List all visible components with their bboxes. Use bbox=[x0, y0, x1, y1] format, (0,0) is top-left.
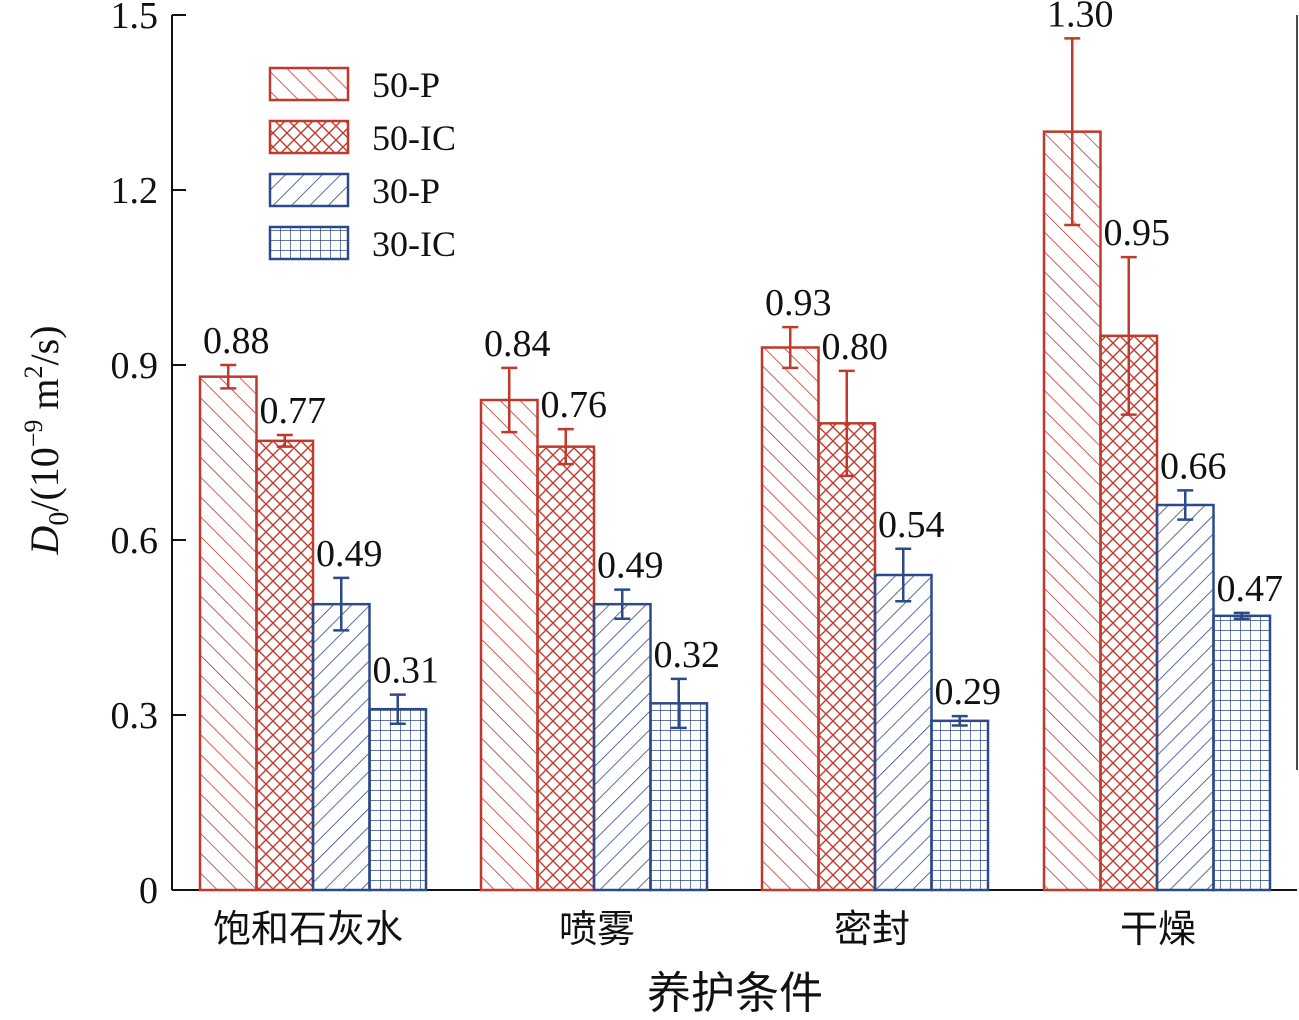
data-label: 0.31 bbox=[373, 650, 440, 692]
legend-swatch bbox=[268, 119, 350, 155]
y-tick-label: 1.5 bbox=[111, 0, 159, 37]
data-label: 0.32 bbox=[654, 634, 721, 676]
y-tick-label: 0 bbox=[139, 870, 158, 912]
legend: 50-P 50-IC 30-P 30-IC bbox=[268, 65, 456, 264]
bar bbox=[930, 719, 990, 892]
bar bbox=[1042, 130, 1102, 892]
bar bbox=[368, 707, 428, 892]
bar bbox=[255, 439, 315, 892]
y-tick-label: 0.9 bbox=[111, 345, 159, 387]
bar bbox=[649, 702, 709, 892]
data-label: 0.77 bbox=[260, 390, 327, 432]
plot-area: 0 0.3 0.6 0.9 1.2 1.5 饱和石灰水 喷雾 密封 干燥 0.88 0.84 0.93 1… bbox=[111, 0, 1298, 951]
legend-swatch bbox=[268, 172, 350, 208]
bar bbox=[1155, 503, 1215, 892]
category-label: 喷雾 bbox=[559, 907, 635, 951]
data-label: 0.95 bbox=[1104, 212, 1171, 254]
bar bbox=[311, 602, 371, 892]
legend-label: 50-IC bbox=[372, 118, 456, 158]
y-tick-label: 0.3 bbox=[111, 695, 159, 737]
data-label: 0.49 bbox=[597, 545, 664, 587]
bar bbox=[1212, 614, 1272, 892]
category-label: 干燥 bbox=[1120, 907, 1196, 951]
bar bbox=[1099, 334, 1159, 892]
bar bbox=[817, 422, 877, 892]
category-label: 饱和石灰水 bbox=[213, 907, 403, 951]
data-label: 0.80 bbox=[822, 326, 889, 368]
legend-swatch bbox=[268, 66, 350, 102]
data-label: 0.49 bbox=[316, 533, 383, 575]
data-label: 0.76 bbox=[541, 384, 608, 426]
bar bbox=[760, 346, 820, 892]
y-tick-label: 1.2 bbox=[111, 170, 159, 212]
data-label: 0.88 bbox=[203, 320, 270, 362]
x-axis-title: 养护条件 bbox=[647, 968, 823, 1019]
data-label: 0.47 bbox=[1217, 568, 1284, 610]
bar bbox=[536, 445, 596, 892]
legend-label: 30-IC bbox=[372, 224, 456, 264]
y-tick-label: 0.6 bbox=[111, 520, 159, 562]
bar bbox=[873, 573, 933, 892]
legend-label: 30-P bbox=[372, 171, 440, 211]
legend-label: 50-P bbox=[372, 65, 440, 105]
data-label: 0.93 bbox=[765, 282, 832, 324]
data-label: 0.66 bbox=[1160, 445, 1227, 487]
category-label: 密封 bbox=[834, 907, 910, 951]
y-axis-title: D0/(10−9 m2/s) bbox=[19, 325, 75, 555]
bar bbox=[198, 375, 258, 892]
data-label: 0.84 bbox=[484, 323, 551, 365]
bar bbox=[592, 602, 652, 892]
data-label: 0.29 bbox=[935, 671, 1002, 713]
bar bbox=[479, 398, 539, 892]
data-label: 1.30 bbox=[1047, 0, 1114, 35]
data-label: 0.54 bbox=[878, 504, 945, 546]
legend-swatch bbox=[268, 225, 350, 261]
